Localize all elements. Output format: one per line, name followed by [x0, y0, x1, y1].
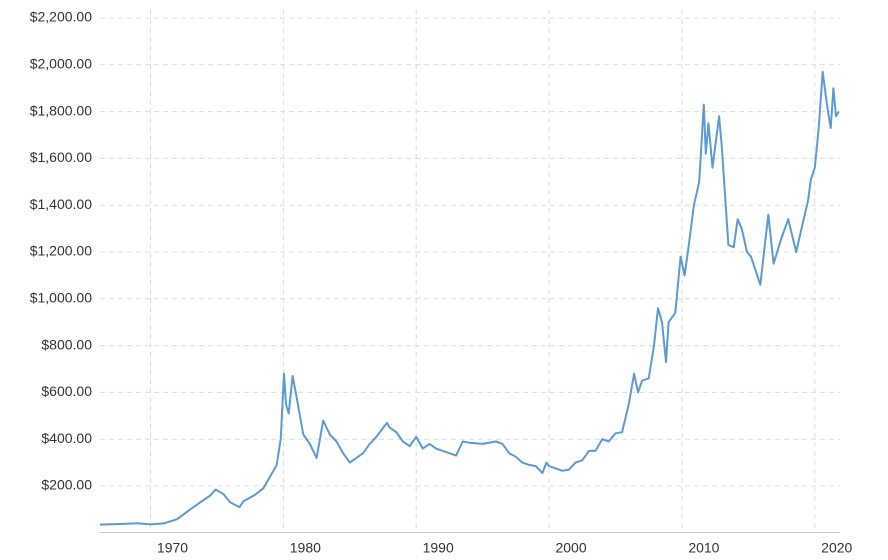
y-tick-label: $600.00 — [41, 383, 92, 399]
x-tick-label: 1980 — [290, 540, 321, 556]
x-tick-label: 1970 — [157, 540, 188, 556]
y-tick-label: $200.00 — [41, 477, 92, 493]
y-tick-label: $1,600.00 — [30, 149, 92, 165]
x-tick-label: 1990 — [423, 540, 454, 556]
y-tick-label: $2,000.00 — [30, 56, 92, 72]
x-tick-label: 2020 — [821, 540, 852, 556]
x-tick-label: 2000 — [555, 540, 586, 556]
y-tick-label: $800.00 — [41, 336, 92, 352]
y-tick-label: $1,000.00 — [30, 290, 92, 306]
y-tick-label: $1,800.00 — [30, 102, 92, 118]
y-tick-label: $400.00 — [41, 430, 92, 446]
y-tick-label: $1,400.00 — [30, 196, 92, 212]
y-tick-label: $1,200.00 — [30, 243, 92, 259]
x-tick-label: 2010 — [688, 540, 719, 556]
price-line — [99, 70, 840, 526]
y-tick-label: $2,200.00 — [30, 9, 92, 25]
